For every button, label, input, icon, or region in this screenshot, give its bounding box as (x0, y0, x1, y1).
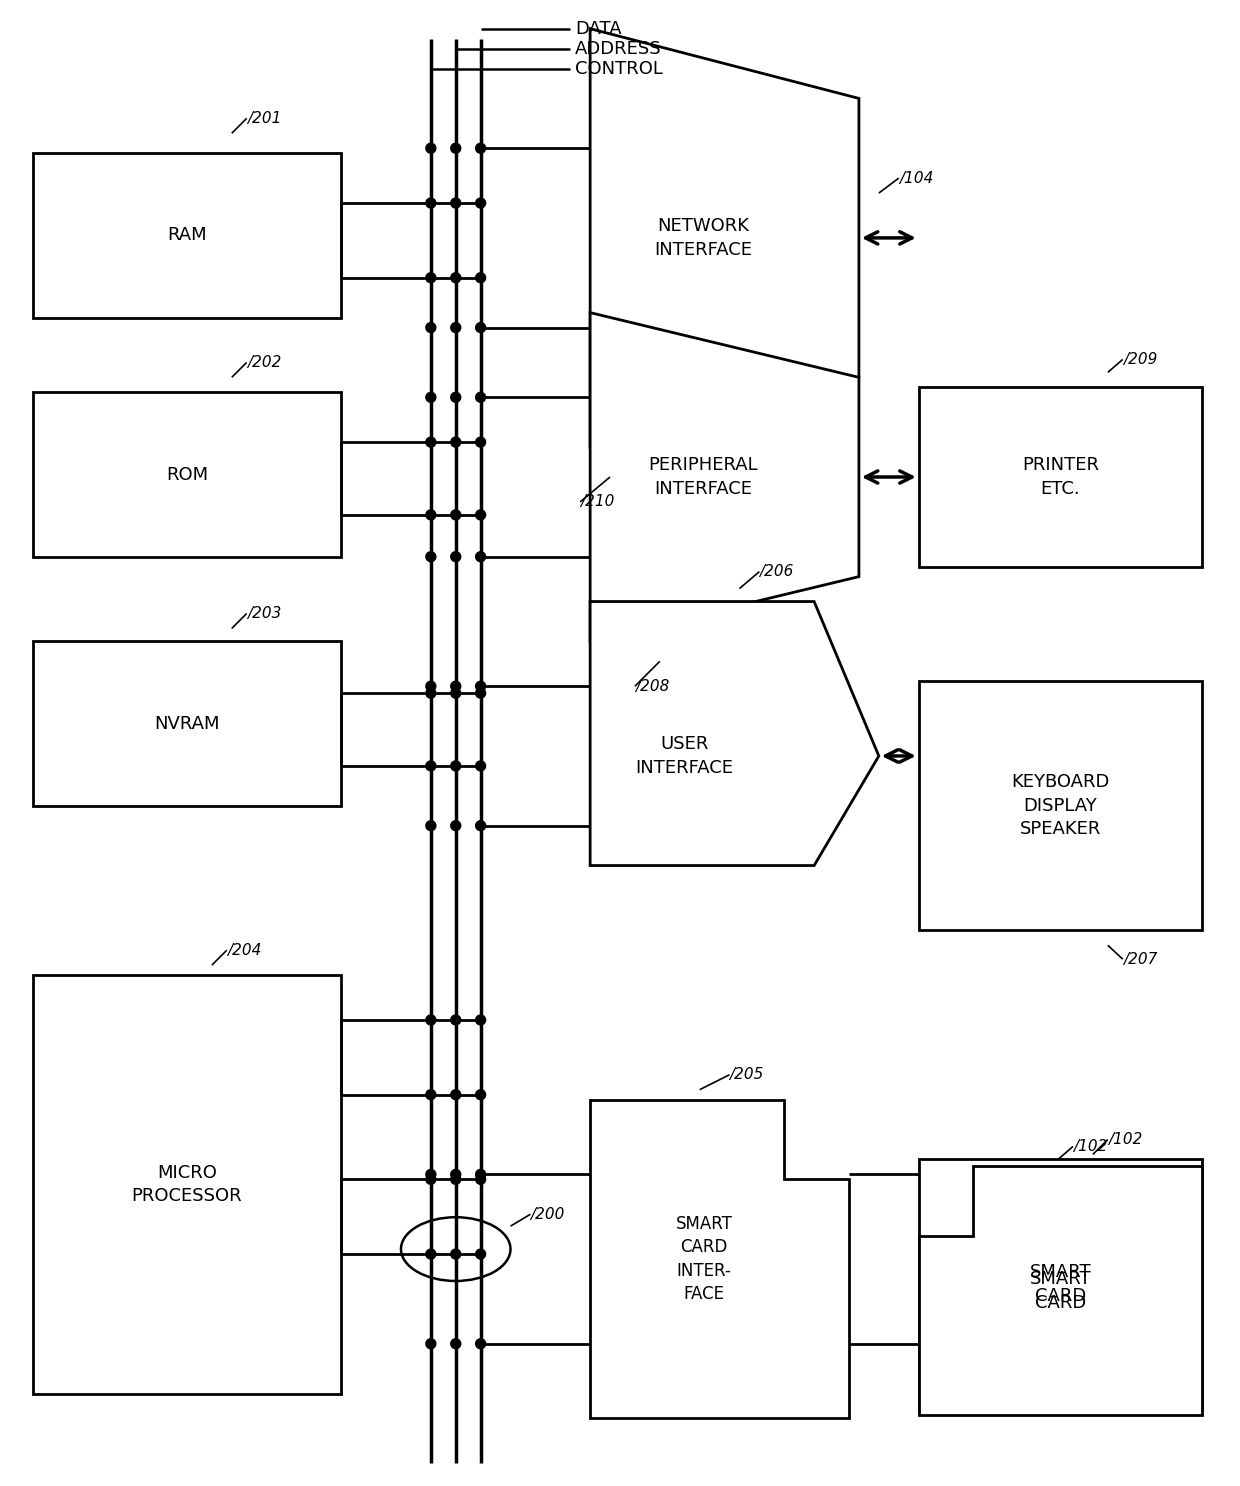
Text: /204: /204 (227, 942, 262, 957)
Text: /102: /102 (1107, 1132, 1142, 1147)
Circle shape (451, 551, 461, 562)
Text: /208: /208 (635, 679, 670, 694)
Circle shape (476, 198, 486, 208)
Bar (32, 642, 341, 805)
Text: /104: /104 (899, 171, 934, 186)
Text: ADDRESS: ADDRESS (575, 40, 662, 58)
Bar (919, 1159, 1203, 1409)
Text: CONTROL: CONTROL (575, 59, 663, 77)
Circle shape (425, 681, 435, 691)
Text: /200: /200 (531, 1207, 564, 1221)
Text: KEYBOARD
DISPLAY
SPEAKER: KEYBOARD DISPLAY SPEAKER (1012, 773, 1110, 838)
Text: SMART
CARD: SMART CARD (1029, 1263, 1091, 1305)
Text: SMART
CARD: SMART CARD (1029, 1271, 1091, 1312)
Bar (32, 975, 341, 1394)
Circle shape (451, 820, 461, 831)
Circle shape (451, 1169, 461, 1180)
Bar (32, 392, 341, 557)
Circle shape (476, 1169, 486, 1180)
Circle shape (425, 198, 435, 208)
Circle shape (425, 273, 435, 282)
Text: NETWORK
INTERFACE: NETWORK INTERFACE (653, 217, 751, 259)
Bar (32, 153, 341, 318)
Circle shape (451, 392, 461, 403)
Text: /206: /206 (759, 565, 794, 580)
Circle shape (451, 688, 461, 698)
Circle shape (425, 143, 435, 153)
Polygon shape (919, 1167, 1203, 1416)
Circle shape (451, 1339, 461, 1349)
Circle shape (476, 1250, 486, 1259)
Circle shape (451, 1015, 461, 1025)
Circle shape (451, 437, 461, 447)
Circle shape (451, 1089, 461, 1100)
Polygon shape (590, 312, 859, 642)
Circle shape (476, 681, 486, 691)
Circle shape (425, 392, 435, 403)
Text: /201: /201 (247, 111, 281, 126)
Circle shape (476, 1174, 486, 1184)
Circle shape (425, 1174, 435, 1184)
Circle shape (451, 1250, 461, 1259)
Circle shape (451, 1174, 461, 1184)
Text: DATA: DATA (575, 19, 621, 37)
Circle shape (476, 392, 486, 403)
Text: SMART
CARD
INTER-
FACE: SMART CARD INTER- FACE (676, 1214, 733, 1303)
Circle shape (476, 322, 486, 333)
Circle shape (476, 437, 486, 447)
Circle shape (451, 143, 461, 153)
Circle shape (476, 143, 486, 153)
Circle shape (425, 1339, 435, 1349)
Text: PRINTER
ETC.: PRINTER ETC. (1022, 456, 1099, 498)
Circle shape (425, 1015, 435, 1025)
Circle shape (425, 1089, 435, 1100)
Text: /203: /203 (247, 606, 281, 621)
Text: RAM: RAM (167, 226, 207, 244)
Circle shape (451, 322, 461, 333)
Polygon shape (590, 28, 859, 447)
Text: /205: /205 (729, 1067, 764, 1082)
Circle shape (476, 551, 486, 562)
Bar (919, 681, 1203, 930)
Text: PERIPHERAL
INTERFACE: PERIPHERAL INTERFACE (649, 456, 758, 498)
Circle shape (425, 688, 435, 698)
Text: /202: /202 (247, 355, 281, 370)
Text: ROM: ROM (166, 465, 208, 483)
Bar (919, 388, 1203, 566)
Circle shape (476, 761, 486, 771)
Circle shape (451, 273, 461, 282)
Circle shape (451, 510, 461, 520)
Circle shape (476, 273, 486, 282)
Text: NVRAM: NVRAM (154, 715, 219, 733)
Circle shape (425, 510, 435, 520)
Circle shape (425, 322, 435, 333)
Polygon shape (590, 602, 879, 865)
Circle shape (425, 437, 435, 447)
Text: /207: /207 (1122, 951, 1157, 967)
Circle shape (476, 1015, 486, 1025)
Text: MICRO
PROCESSOR: MICRO PROCESSOR (131, 1164, 242, 1205)
Circle shape (425, 1250, 435, 1259)
Text: /210: /210 (580, 495, 615, 510)
Circle shape (476, 1089, 486, 1100)
Polygon shape (590, 1100, 849, 1419)
Circle shape (451, 761, 461, 771)
Circle shape (425, 551, 435, 562)
Circle shape (425, 820, 435, 831)
Text: USER
INTERFACE: USER INTERFACE (635, 736, 733, 777)
Circle shape (451, 681, 461, 691)
Circle shape (451, 198, 461, 208)
Circle shape (425, 1169, 435, 1180)
Circle shape (425, 761, 435, 771)
Circle shape (476, 820, 486, 831)
Text: /102: /102 (1073, 1138, 1107, 1155)
Circle shape (476, 688, 486, 698)
Text: /209: /209 (1122, 352, 1157, 367)
Circle shape (476, 510, 486, 520)
Circle shape (476, 1339, 486, 1349)
